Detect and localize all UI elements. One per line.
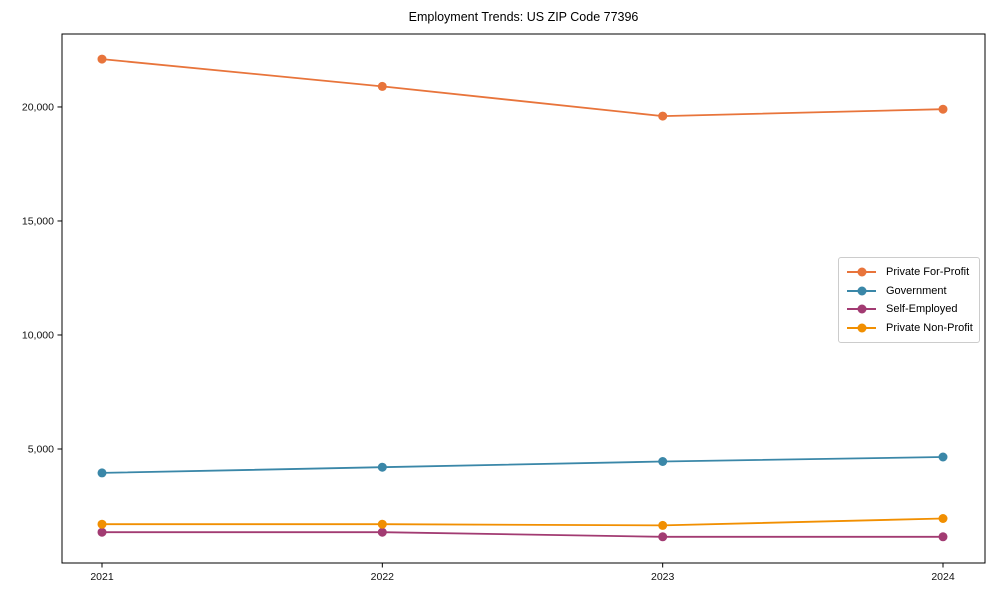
data-point-self-employed-2021 <box>97 527 107 537</box>
data-point-private-for-profit-2022 <box>377 81 387 91</box>
data-point-private-for-profit-2021 <box>97 54 107 64</box>
series-line-self-employed <box>102 531 943 538</box>
data-point-private-non-profit-2024 <box>938 514 948 523</box>
legend-item-private-for-profit: Private For-Profit <box>847 263 971 281</box>
data-point-private-non-profit-2023 <box>658 520 668 530</box>
legend: Private For-Profit Government Self-Employe… <box>838 257 980 343</box>
x-tick-label: 2021 <box>90 571 114 583</box>
chart-title: Employment Trends: US ZIP Code 77396 <box>408 10 639 24</box>
data-point-private-non-profit-2022 <box>377 519 387 529</box>
legend-label: Self-Employed <box>886 303 958 316</box>
x-tick-label: 2022 <box>371 571 395 583</box>
data-point-private-for-profit-2023 <box>658 111 668 121</box>
series-line-government <box>101 456 944 474</box>
legend-marker-dot <box>857 286 866 296</box>
legend-marker-dot <box>857 267 866 277</box>
y-tick-label: 10,000 <box>22 329 54 341</box>
data-point-self-employed-2024 <box>938 532 948 542</box>
x-tick-label: 2024 <box>931 571 955 583</box>
data-point-private-non-profit-2021 <box>97 519 107 529</box>
data-point-government-2024 <box>938 452 948 462</box>
legend-marker-dot <box>857 304 866 314</box>
data-point-private-for-profit-2024 <box>938 104 948 114</box>
series-line-private-for-profit <box>101 58 944 118</box>
legend-line-swatch-private-non-profit <box>847 323 876 333</box>
legend-line-swatch-government <box>847 286 876 296</box>
x-tick-label: 2023 <box>651 571 675 583</box>
legend-item-private-non-profit: Private Non-Profit <box>847 319 973 337</box>
data-point-government-2023 <box>658 457 668 466</box>
plot-border <box>61 33 986 564</box>
data-point-self-employed-2023 <box>658 532 668 542</box>
legend-label: Private Non-Profit <box>886 321 973 334</box>
series-line-private-non-profit <box>102 517 944 527</box>
legend-label: Government <box>886 284 947 297</box>
legend-label: Private For-Profit <box>886 266 970 279</box>
legend-item-government: Government <box>847 282 971 300</box>
y-tick-label: 20,000 <box>22 101 54 113</box>
y-tick-label: 5,000 <box>28 443 54 455</box>
legend-item-self-employed: Self-Employed <box>847 300 971 318</box>
legend-line-swatch-self-employed <box>847 304 876 314</box>
data-point-government-2022 <box>377 462 387 472</box>
legend-marker-dot <box>857 323 866 333</box>
y-tick-label: 15,000 <box>22 215 54 227</box>
legend-line-swatch-private-for-profit <box>847 267 876 277</box>
data-point-self-employed-2022 <box>377 527 387 537</box>
data-point-government-2021 <box>97 468 107 478</box>
